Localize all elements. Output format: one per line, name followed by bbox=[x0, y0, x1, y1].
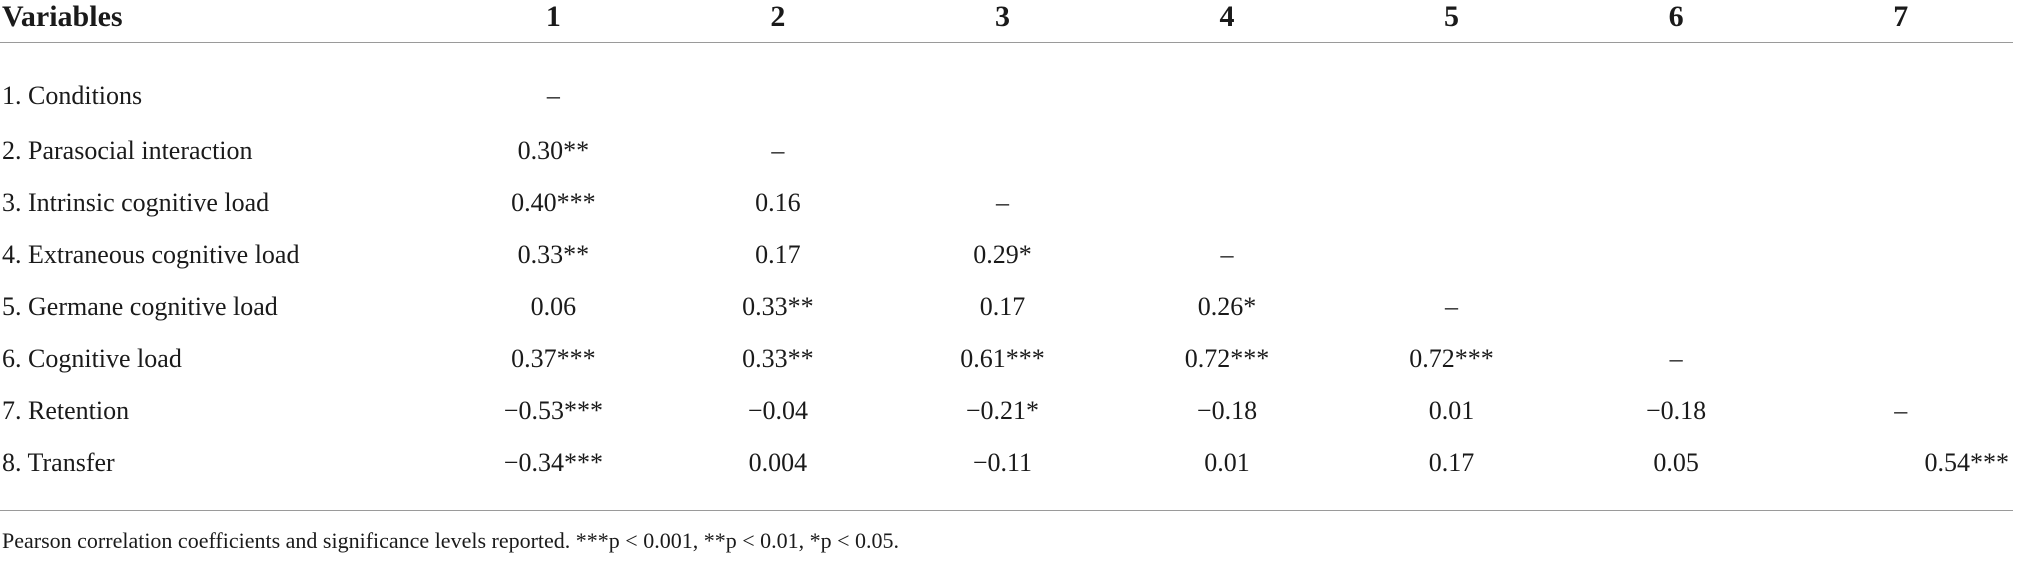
table-cell bbox=[1564, 177, 1789, 229]
table-cell: – bbox=[1894, 396, 1908, 425]
table-cell bbox=[890, 125, 1115, 177]
table-cell: – bbox=[1220, 240, 1234, 269]
table-cell: 0.16 bbox=[755, 188, 801, 217]
table-row: 6. Cognitive load 0.37*** 0.33** 0.61***… bbox=[0, 333, 2013, 385]
table-cell: – bbox=[771, 136, 785, 165]
table-cell: −0.21* bbox=[965, 396, 1040, 425]
table-cell bbox=[1564, 229, 1789, 281]
table-cell: 0.17 bbox=[1428, 448, 1475, 477]
table-cell: 0.33** bbox=[742, 292, 814, 321]
table-cell bbox=[1339, 177, 1564, 229]
table-cell bbox=[1339, 229, 1564, 281]
row-label: 2. Parasocial interaction bbox=[2, 136, 253, 165]
table-header: Variables 1 2 3 4 5 6 7 bbox=[0, 0, 2013, 43]
table-row: 3. Intrinsic cognitive load 0.40*** 0.16… bbox=[0, 177, 2013, 229]
row-label: 7. Retention bbox=[2, 396, 130, 425]
header-col-6: 6 bbox=[1563, 0, 1789, 43]
table-cell bbox=[890, 43, 1115, 126]
table-cell bbox=[1788, 43, 2013, 126]
table-footnote: Pearson correlation coefficients and sig… bbox=[2, 528, 900, 553]
header-variables: Variables bbox=[0, 0, 442, 43]
table-row: 7. Retention −0.53*** −0.04 −0.21* −0.18… bbox=[0, 385, 2013, 437]
table-cell bbox=[1564, 43, 1789, 126]
table-cell: 0.01 bbox=[1428, 396, 1475, 425]
table-bottom-rule bbox=[0, 510, 2013, 511]
table-cell: 0.37*** bbox=[511, 344, 596, 373]
table-row: 2. Parasocial interaction 0.30** – bbox=[0, 125, 2013, 177]
table-cell: 0.61*** bbox=[960, 344, 1045, 373]
table-row: 8. Transfer −0.34*** 0.004 −0.11 0.01 0.… bbox=[0, 437, 2013, 495]
table-row: 4. Extraneous cognitive load 0.33** 0.17… bbox=[0, 229, 2013, 281]
table-cell bbox=[1788, 333, 2013, 385]
header-col-5: 5 bbox=[1339, 0, 1564, 43]
table-cell bbox=[1339, 43, 1564, 126]
header-col-3: 3 bbox=[890, 0, 1115, 43]
table-cell: 0.72*** bbox=[1184, 344, 1270, 373]
table-cell: −0.11 bbox=[972, 448, 1033, 477]
table-cell bbox=[666, 43, 891, 126]
table-cell bbox=[1788, 125, 2013, 177]
table-cell bbox=[1115, 177, 1340, 229]
header-col-4: 4 bbox=[1114, 0, 1340, 43]
table-cell bbox=[1115, 125, 1340, 177]
table-cell bbox=[1564, 125, 1789, 177]
table-cell: – bbox=[1669, 344, 1683, 373]
table-cell: 0.06 bbox=[530, 292, 577, 321]
table-cell bbox=[1339, 125, 1564, 177]
table-cell bbox=[1564, 281, 1789, 333]
table-cell bbox=[1115, 43, 1340, 126]
correlation-table-container: Variables 1 2 3 4 5 6 7 1. Conditions – bbox=[0, 0, 2013, 496]
table-cell: 0.26* bbox=[1197, 292, 1257, 321]
row-label: 5. Germane cognitive load bbox=[2, 292, 278, 321]
table-cell: – bbox=[995, 188, 1009, 217]
table-cell: −0.18 bbox=[1196, 396, 1258, 425]
row-label: 8. Transfer bbox=[2, 448, 115, 477]
table-cell: −0.18 bbox=[1646, 396, 1707, 425]
row-label: 6. Cognitive load bbox=[2, 344, 182, 373]
table-cell bbox=[1788, 229, 2013, 281]
table-body: 1. Conditions – 2. Parasocial interactio… bbox=[0, 43, 2013, 496]
table-cell: 0.33** bbox=[517, 240, 590, 269]
table-cell: – bbox=[1445, 292, 1459, 321]
table-cell: – bbox=[546, 81, 560, 110]
table-cell: 0.05 bbox=[1653, 448, 1699, 477]
table-cell: 0.01 bbox=[1204, 448, 1250, 477]
table-cell bbox=[1788, 281, 2013, 333]
header-col-7: 7 bbox=[1788, 0, 2013, 43]
row-label: 4. Extraneous cognitive load bbox=[2, 240, 300, 269]
table-cell bbox=[1788, 177, 2013, 229]
table-cell: 0.40*** bbox=[511, 188, 596, 217]
table-cell: 0.30** bbox=[517, 136, 590, 165]
table-cell: −0.53*** bbox=[503, 396, 603, 425]
table-cell: −0.04 bbox=[747, 396, 808, 425]
table-cell: 0.29* bbox=[973, 240, 1032, 269]
row-label: 3. Intrinsic cognitive load bbox=[2, 188, 270, 217]
table-cell: 0.33** bbox=[742, 344, 814, 373]
table-cell: 0.17 bbox=[979, 292, 1026, 321]
correlation-table: Variables 1 2 3 4 5 6 7 1. Conditions – bbox=[0, 0, 2013, 496]
table-row: 5. Germane cognitive load 0.06 0.33** 0.… bbox=[0, 281, 2013, 333]
table-cell: 0.004 bbox=[748, 448, 808, 477]
header-row: Variables 1 2 3 4 5 6 7 bbox=[0, 0, 2013, 43]
table-row: 1. Conditions – bbox=[0, 43, 2013, 126]
table-cell: −0.34*** bbox=[503, 448, 603, 477]
header-col-1: 1 bbox=[441, 0, 666, 43]
table-cell: 0.72*** bbox=[1409, 344, 1494, 373]
table-cell: 0.17 bbox=[755, 240, 801, 269]
table-cell: 0.54*** bbox=[1924, 448, 2010, 477]
header-col-2: 2 bbox=[665, 0, 891, 43]
row-label: 1. Conditions bbox=[2, 81, 143, 110]
